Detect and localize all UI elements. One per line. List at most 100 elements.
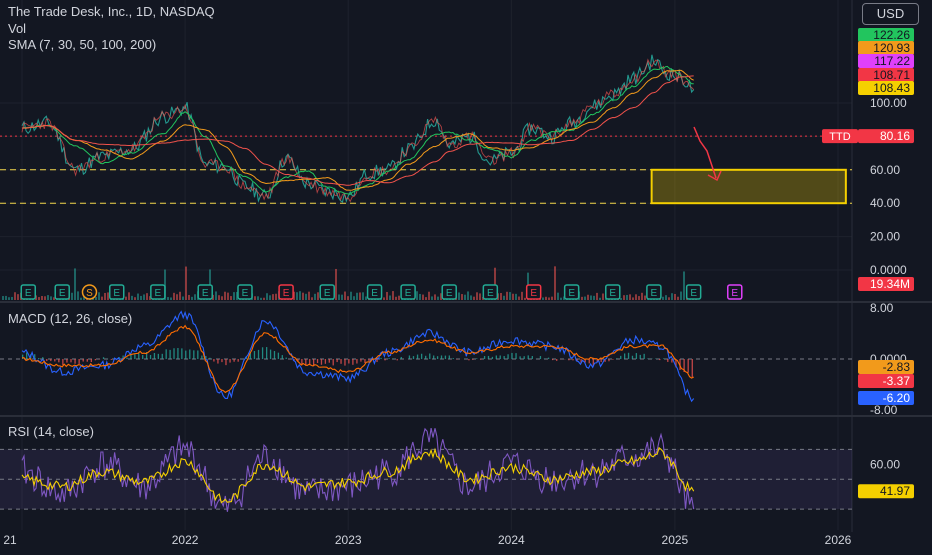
macd-histogram-bar: [325, 359, 326, 364]
event-marker-0[interactable]: E: [21, 285, 35, 299]
volume-bar: [14, 292, 16, 300]
volume-bar: [584, 297, 586, 300]
volume-bar: [98, 292, 100, 300]
macd-histogram-bar: [364, 359, 365, 363]
macd-badge-1: -3.37: [858, 374, 914, 388]
volume-bar: [44, 296, 46, 300]
volume-bar: [389, 296, 391, 300]
event-marker-16[interactable]: E: [647, 285, 661, 299]
macd-histogram-bar: [150, 355, 151, 359]
event-marker-17[interactable]: E: [687, 285, 701, 299]
volume-bar: [350, 292, 352, 300]
time-tick-label: 21: [3, 533, 17, 547]
event-marker-10[interactable]: E: [401, 285, 415, 299]
event-marker-6[interactable]: E: [238, 285, 252, 299]
volume-bar: [434, 294, 436, 300]
volume-bar: [662, 297, 664, 300]
macd-histogram-bar: [528, 355, 529, 359]
event-marker-letter: E: [690, 288, 697, 299]
sma-legend[interactable]: SMA (7, 30, 50, 100, 200): [8, 37, 156, 52]
macd-badge-2: -6.20: [858, 391, 914, 405]
volume-bar: [392, 291, 394, 300]
macd-histogram-bar: [504, 356, 505, 359]
volume-bar: [77, 291, 79, 300]
volume-bar: [107, 292, 109, 300]
volume-bar: [581, 297, 583, 300]
macd-histogram-bar: [70, 359, 71, 362]
volume-bar: [383, 297, 385, 300]
macd-histogram-bar: [213, 359, 214, 362]
event-marker-5[interactable]: E: [198, 285, 212, 299]
price-badge-2-text: 117.22: [874, 54, 910, 68]
volume-bar: [128, 292, 130, 300]
volume-bar: [140, 296, 142, 300]
volume-bar: [668, 297, 670, 300]
macd-histogram-bar: [278, 353, 279, 359]
volume-bar: [215, 291, 217, 300]
volume-bar: [257, 296, 259, 300]
event-marker-9[interactable]: E: [368, 285, 382, 299]
event-marker-2[interactable]: S: [82, 285, 96, 299]
event-marker-15[interactable]: E: [606, 285, 620, 299]
macd-histogram-bar: [74, 359, 75, 364]
event-marker-12[interactable]: E: [483, 285, 497, 299]
sma-200-line: [22, 76, 694, 185]
macd-histogram-bar: [83, 359, 84, 362]
volume-bar: [626, 295, 628, 300]
macd-histogram-bar: [616, 358, 617, 359]
macd-histogram-bar: [644, 354, 645, 359]
currency-button[interactable]: USD: [862, 3, 919, 25]
event-marker-11[interactable]: E: [442, 285, 456, 299]
volume-bar: [296, 292, 298, 300]
price-series: [22, 55, 694, 202]
event-marker-1[interactable]: E: [55, 285, 69, 299]
event-marker-4[interactable]: E: [151, 285, 165, 299]
volume-bar: [11, 297, 13, 300]
volume-bar: [425, 297, 427, 300]
target-zone-rect: [652, 170, 846, 203]
macd-histogram-bar: [507, 354, 508, 359]
volume-bar: [560, 298, 562, 300]
volume-bar: [677, 297, 679, 300]
macd-histogram-bar: [340, 359, 341, 364]
macd-histogram-bar: [336, 359, 337, 362]
macd-histogram-bar: [173, 348, 174, 359]
volume-bar: [338, 294, 340, 300]
event-marker-18[interactable]: E: [728, 285, 742, 299]
volume-bar: [191, 297, 193, 300]
macd-histogram-bar: [66, 359, 67, 363]
volume-bar: [428, 292, 430, 300]
symbol-title[interactable]: The Trade Desk, Inc., 1D, NASDAQ: [8, 4, 215, 19]
macd-legend[interactable]: MACD (12, 26, close): [8, 311, 132, 326]
macd-histogram-bar: [620, 356, 621, 359]
price-line: [22, 55, 694, 202]
volume-bar: [302, 293, 304, 300]
rsi-badge: 41.97: [858, 484, 914, 498]
volume-bar: [557, 293, 559, 300]
target-zone[interactable]: [652, 170, 846, 203]
volume-bar: [386, 292, 388, 300]
event-marker-8[interactable]: E: [320, 285, 334, 299]
volume-bar: [311, 297, 313, 300]
macd-histogram-bar: [225, 359, 226, 365]
macd-histogram-bar: [393, 358, 394, 359]
macd-histogram-bar: [258, 350, 259, 359]
event-marker-7[interactable]: E: [279, 285, 293, 299]
rsi-legend[interactable]: RSI (14, close): [8, 424, 94, 439]
volume-badge-text: 19.34M: [870, 277, 910, 291]
rsi-series: [0, 428, 852, 512]
event-marker-3[interactable]: E: [110, 285, 124, 299]
volume-bar: [233, 292, 235, 300]
macd-histogram-bar: [492, 357, 493, 359]
macd-histogram-bar: [221, 359, 222, 362]
event-marker-13[interactable]: E: [527, 285, 541, 299]
event-marker-14[interactable]: E: [565, 285, 579, 299]
volume-legend[interactable]: Vol: [8, 21, 26, 36]
price-tick-label: 0.0000: [870, 263, 907, 277]
time-tick-label: 2023: [335, 533, 362, 547]
macd-histogram-bar: [166, 349, 167, 359]
volume-bar: [314, 294, 316, 300]
volume-bar: [74, 268, 76, 300]
